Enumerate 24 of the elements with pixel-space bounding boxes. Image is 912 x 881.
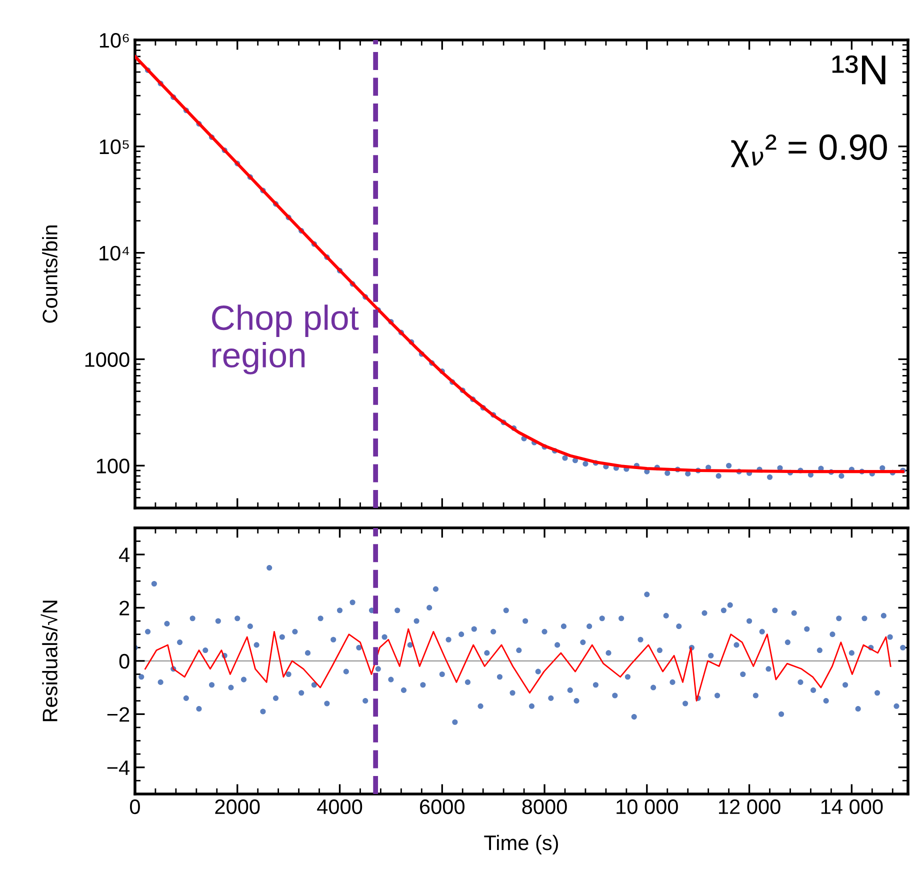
y-tick-label: 10⁴ <box>100 246 130 261</box>
x-tick-label: 10 000 <box>616 799 678 814</box>
y-tick-label: 10⁵ <box>100 139 129 154</box>
x-tick-label: 2000 <box>215 799 260 814</box>
y-tick-label: 4 <box>119 548 130 562</box>
y-axis-title: Residuals/√N <box>40 600 58 722</box>
x-tick-label: 12 000 <box>719 799 780 814</box>
y-tick-label: 100 <box>96 458 130 474</box>
x-axis-title: Time (s) <box>484 834 558 854</box>
x-tick-label: 4000 <box>317 799 362 814</box>
x-tick-label: 14 000 <box>821 799 883 814</box>
x-tick-label: 8000 <box>522 799 567 814</box>
x-tick-label: 0 <box>130 799 140 814</box>
y-tick-label: 0 <box>119 654 130 669</box>
y-tick-label: −4 <box>107 760 130 775</box>
annotation: χ$_{ν}$² = 0.90 <box>730 134 887 168</box>
x-tick-label: 6000 <box>420 799 464 814</box>
ref-line-label: Chop plot region <box>212 304 359 374</box>
y-tick-label: 1000 <box>85 352 130 367</box>
annotation: ¹³N <box>832 55 886 84</box>
y-axis-title: Counts/bin <box>42 226 58 323</box>
y-tick-label: −2 <box>107 707 130 722</box>
y-tick-label: 10⁶ <box>100 33 129 48</box>
y-tick-label: 2 <box>120 600 130 616</box>
